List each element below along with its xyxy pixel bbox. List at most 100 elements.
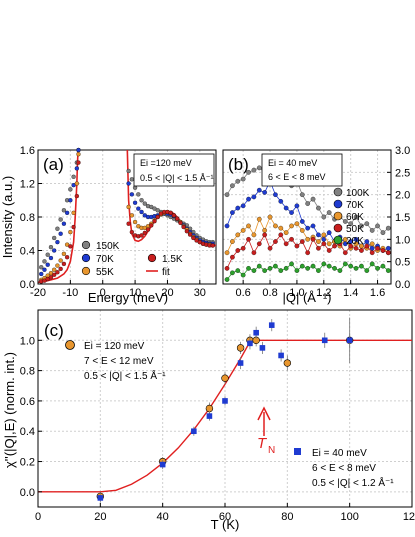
data-point	[224, 250, 230, 256]
data-point	[380, 263, 386, 269]
data-point	[142, 230, 147, 236]
y-tick-label: 0.0	[20, 487, 35, 499]
legend-label: 1.5K	[162, 254, 183, 265]
data-point	[380, 248, 386, 253]
data-point	[332, 243, 337, 249]
data-point	[353, 266, 359, 271]
x-tick-label: 20	[161, 287, 173, 299]
panel-b-label: (b)	[228, 155, 249, 174]
data-point	[142, 201, 147, 206]
data-point	[294, 243, 300, 249]
panel-c-fit-line	[38, 339, 412, 493]
panel-a-markers	[39, 147, 215, 284]
data-point	[369, 245, 375, 251]
data-point	[262, 268, 268, 273]
data-point	[262, 228, 268, 233]
data-point	[246, 236, 251, 242]
panel-c-legend-blue: Ei = 40 meV 6 < E < 8 meV 0.5 < |Q| < 1.…	[294, 448, 394, 489]
data-point	[342, 219, 348, 224]
x-tick-label: -10	[62, 287, 78, 299]
data-point	[299, 219, 305, 224]
data-point	[235, 232, 241, 238]
data-point	[58, 217, 63, 222]
legend-label: 20K	[346, 236, 364, 247]
data-point	[369, 261, 375, 267]
data-point	[235, 248, 241, 253]
data-point	[251, 250, 257, 256]
y-tick-label: 2.0	[395, 190, 410, 202]
legend-marker	[333, 223, 343, 233]
data-point	[359, 223, 364, 229]
tn-arrow-head	[257, 406, 271, 421]
data-point	[326, 210, 332, 215]
data-point	[136, 192, 141, 197]
x-tick-label: 0	[35, 511, 41, 523]
data-point	[61, 221, 67, 226]
data-point	[294, 221, 300, 227]
data-point	[55, 239, 60, 245]
data-point	[321, 214, 327, 220]
data-point	[262, 232, 268, 238]
data-point	[310, 223, 316, 229]
data-point	[305, 266, 311, 271]
data-point	[348, 263, 354, 269]
data-point	[316, 205, 321, 211]
legend-label: 70K	[96, 254, 114, 265]
data-point	[129, 229, 135, 235]
data-point	[364, 268, 370, 273]
data-point	[52, 235, 57, 241]
panel-b-info-2: 6 < E < 8 meV	[268, 172, 326, 182]
data-point	[52, 248, 57, 253]
data-point	[210, 243, 215, 248]
panel-b-info-box	[261, 153, 343, 187]
data-point	[71, 210, 76, 215]
x-tick-label: 40	[157, 511, 169, 523]
legend-label: 150K	[96, 241, 120, 252]
data-point	[171, 213, 177, 218]
legend-marker	[333, 211, 343, 221]
legend-blue-line-2: 6 < E < 8 meV	[312, 463, 376, 474]
data-point	[273, 223, 278, 229]
panel-b: 0.6 0.8 1.0 1.2 1.4 1.6 0.0 0.5 1.0 1.5 2.0 2.5 3.0…	[222, 145, 410, 305]
data-point	[321, 261, 327, 267]
legend-marker	[333, 187, 343, 197]
data-point	[132, 219, 138, 225]
data-point	[316, 245, 321, 251]
data-point	[191, 235, 196, 241]
data-point	[236, 344, 245, 352]
legend-blue-line-3: 0.5 < |Q| < 1.2 Å⁻¹	[312, 476, 394, 489]
data-point	[97, 495, 104, 501]
data-point	[262, 190, 268, 195]
data-point	[278, 268, 284, 273]
data-point	[129, 213, 135, 218]
data-point	[48, 244, 54, 250]
legend-blue-line-1: Ei = 40 meV	[312, 448, 367, 459]
data-point	[321, 337, 328, 344]
data-point	[55, 263, 60, 268]
panel-c-legend-orange: Ei = 120 meV 7 < E < 12 meV 0.5 < |Q| < …	[65, 340, 166, 382]
panel-a-yticks: 0.0 0.4 0.8 1.2 1.6	[20, 145, 42, 291]
panel-c-xlabel: T (K)	[211, 517, 240, 532]
data-point	[283, 230, 289, 235]
data-point	[247, 340, 253, 347]
data-point	[364, 221, 370, 227]
data-point	[48, 275, 54, 280]
data-point	[353, 214, 359, 220]
panel-c-yticks: 0.0 0.2 0.4 0.6 0.8 1.0	[20, 335, 42, 499]
data-point	[283, 205, 289, 211]
legend-label: 55K	[96, 267, 114, 278]
data-point	[139, 198, 144, 203]
x-tick-label: 1.6	[370, 287, 385, 299]
data-point	[346, 337, 353, 344]
panel-a-info-2: 0.5 < |Q| < 1.5 Å⁻¹	[140, 173, 213, 183]
data-point	[58, 231, 63, 236]
panel-c-ylabel: χ''(|Q|,E) (norm. int.)	[2, 352, 17, 468]
data-point	[251, 167, 257, 173]
data-point	[224, 192, 230, 198]
data-point	[326, 241, 332, 247]
y-tick-label: 2.5	[395, 167, 410, 179]
panel-b-series	[224, 161, 391, 282]
data-point	[364, 239, 370, 244]
data-point	[71, 224, 76, 230]
data-point	[235, 205, 241, 211]
